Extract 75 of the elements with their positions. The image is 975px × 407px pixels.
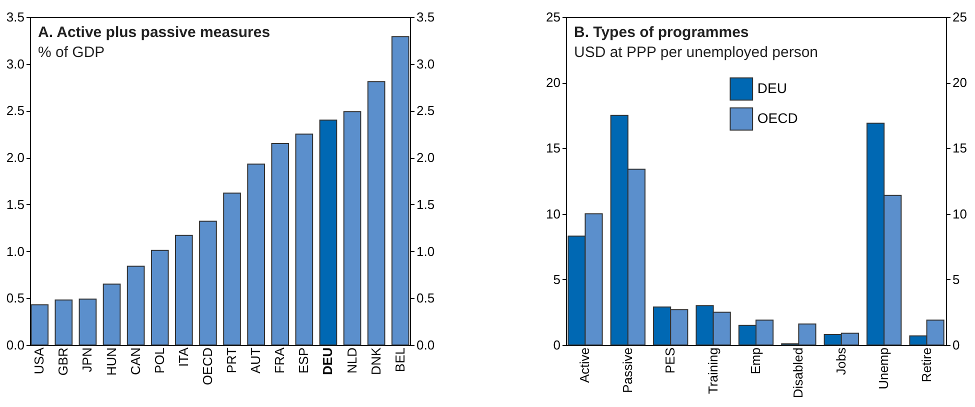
bar — [247, 164, 265, 346]
y2-tick-label: 0.0 — [416, 338, 435, 352]
x-tick-label: DNK — [368, 347, 384, 375]
y2-tick-label: 0 — [952, 338, 960, 352]
x-tick-label: Training — [705, 348, 720, 394]
bar — [78, 298, 97, 346]
bar — [199, 220, 217, 346]
x-tick-label: Passive — [620, 348, 635, 394]
y2-tick-label: 0.5 — [416, 290, 435, 306]
y2-tick-label: 3.0 — [416, 56, 435, 72]
y2-tick-label: 2.0 — [416, 150, 435, 166]
y2-tick-label: 3.5 — [416, 10, 435, 24]
y-tick-label: 5 — [553, 272, 560, 287]
bar — [391, 36, 410, 346]
y2-tick-label: 1.0 — [416, 244, 435, 259]
y-tick-label: 1.5 — [6, 196, 24, 212]
x-tick-label: Jobs — [833, 347, 848, 375]
x-tick-label: POL — [152, 348, 167, 374]
legend-label: DEU — [757, 80, 787, 96]
y-tick-label: 15 — [546, 140, 560, 156]
bar — [175, 234, 193, 346]
bar — [54, 300, 73, 346]
y-tick-label: 2.0 — [6, 150, 24, 166]
y-tick-label: 0 — [553, 338, 560, 352]
x-tick-label: USA — [32, 347, 47, 374]
y-tick-label: 1.0 — [6, 244, 24, 259]
bar — [367, 81, 386, 346]
y2-tick-label: 5 — [952, 272, 960, 287]
bar — [223, 192, 241, 346]
y2-tick-label: 15 — [952, 140, 967, 156]
text: % of GDP — [38, 44, 105, 61]
y-tick-label: 10 — [546, 206, 560, 222]
y-tick-label: 0.5 — [6, 290, 24, 306]
chart-title: B. Types of programmes — [574, 24, 749, 41]
x-tick-label: Retire — [918, 348, 934, 382]
legend-label: OECD — [757, 110, 798, 126]
bar — [30, 304, 49, 346]
x-tick-label: CAN — [128, 348, 143, 375]
y2-tick-label: 20 — [952, 75, 967, 90]
x-tick-label: HUN — [104, 348, 119, 376]
y2-tick-label: 25 — [952, 10, 967, 24]
bar — [102, 284, 121, 346]
bar — [271, 143, 290, 346]
bar — [319, 120, 338, 346]
x-tick-label: BEL — [392, 348, 408, 372]
x-tick-label: FRA — [272, 347, 288, 374]
y2-tick-label: 1.5 — [416, 196, 435, 212]
x-tick-label: PRT — [224, 347, 240, 374]
y-tick-label: 2.5 — [6, 103, 24, 118]
y-tick-label: 20 — [546, 75, 560, 90]
x-tick-label: ITA — [176, 347, 191, 367]
x-tick-label: Emp — [748, 348, 763, 374]
x-tick-label: DEU — [320, 348, 336, 375]
bar — [295, 134, 314, 346]
bar — [150, 250, 169, 346]
x-tick-label: Active — [577, 348, 592, 383]
y2-tick-label: 10 — [952, 206, 967, 222]
y-tick-label: 3.5 — [6, 10, 24, 24]
text: USD at PPP per unemployed person — [574, 44, 818, 61]
x-tick-label: AUT — [248, 347, 264, 374]
x-tick-label: PES — [662, 347, 678, 374]
x-tick-label: GBR — [56, 348, 71, 376]
y-tick-label: 25 — [546, 10, 560, 24]
bar — [343, 111, 362, 346]
y-tick-label: 3.0 — [6, 56, 24, 72]
chart-title: A. Active plus passive measures — [38, 24, 270, 41]
x-tick-label: Disabled — [790, 348, 806, 398]
x-tick-label: JPN — [80, 348, 95, 372]
x-tick-label: NLD — [344, 348, 360, 374]
x-tick-label: OECD — [200, 348, 215, 386]
y2-tick-label: 2.5 — [416, 103, 435, 118]
bar — [126, 266, 145, 346]
x-tick-label: Unemp — [876, 348, 892, 390]
y-tick-label: 0.0 — [6, 338, 24, 352]
x-tick-label: ESP — [296, 348, 312, 374]
